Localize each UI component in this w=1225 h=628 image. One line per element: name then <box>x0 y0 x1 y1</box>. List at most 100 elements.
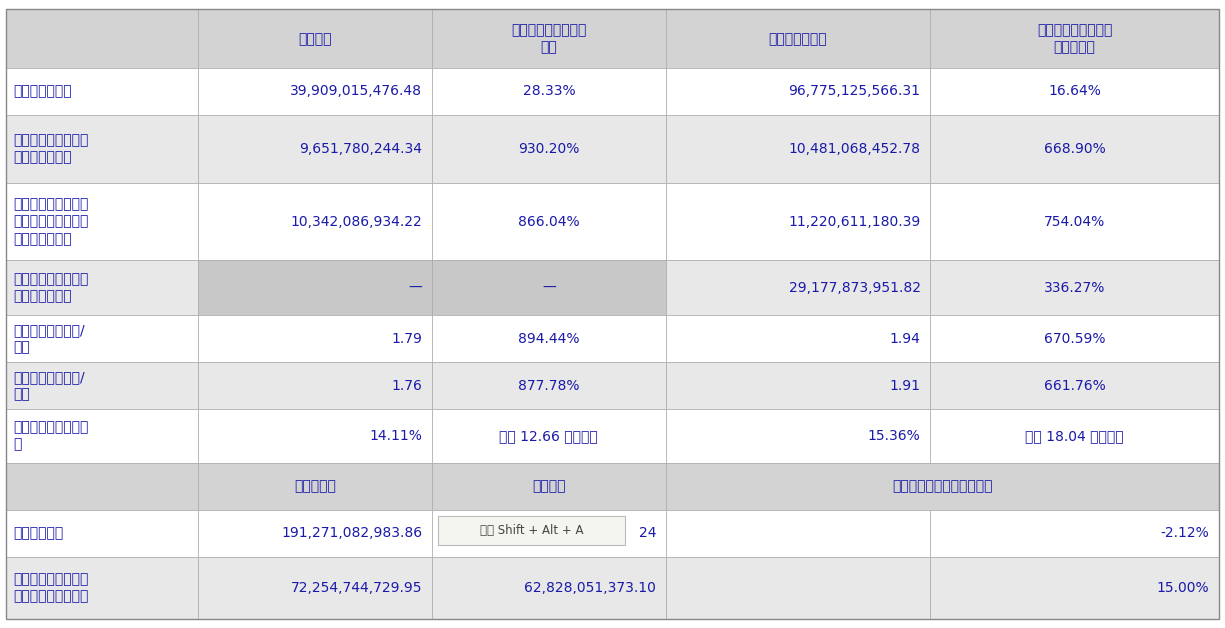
Bar <box>930 315 1219 362</box>
Bar <box>197 315 431 362</box>
Text: 1.91: 1.91 <box>889 379 920 392</box>
Bar <box>930 260 1219 315</box>
Text: 191,271,082,983.86: 191,271,082,983.86 <box>281 526 423 540</box>
Bar <box>666 463 1219 510</box>
Text: 668.90%: 668.90% <box>1044 142 1105 156</box>
Bar <box>431 510 666 557</box>
Bar <box>6 315 197 362</box>
Bar <box>930 183 1219 260</box>
Bar <box>666 315 930 362</box>
Bar <box>431 68 666 115</box>
Text: 加权平均净资产收益
率: 加权平均净资产收益 率 <box>13 420 88 452</box>
Bar <box>666 557 930 619</box>
Bar <box>431 362 666 409</box>
Text: 稀释每股收益（元/
股）: 稀释每股收益（元/ 股） <box>13 370 85 401</box>
Bar <box>930 362 1219 409</box>
Bar <box>930 115 1219 183</box>
Bar <box>930 409 1219 463</box>
Text: 894.44%: 894.44% <box>518 332 579 346</box>
Text: 96,775,125,566.31: 96,775,125,566.31 <box>789 84 920 99</box>
Bar <box>197 362 431 409</box>
Text: 基本每股收益（元/
股）: 基本每股收益（元/ 股） <box>13 323 85 354</box>
Text: 29,177,873,951.82: 29,177,873,951.82 <box>789 281 920 295</box>
Text: 年初至报告期末比上
年同期增减: 年初至报告期末比上 年同期增减 <box>1036 23 1112 55</box>
Bar <box>431 115 666 183</box>
Bar <box>431 260 666 315</box>
Bar <box>6 362 197 409</box>
Bar <box>197 260 431 315</box>
Text: 归属于上市公司股东
的扣除非经常性损益
的净利润（元）: 归属于上市公司股东 的扣除非经常性损益 的净利润（元） <box>13 197 88 246</box>
Text: 经营活动产生的现金
流量净额（元）: 经营活动产生的现金 流量净额（元） <box>13 272 88 303</box>
Text: 72,254,744,729.95: 72,254,744,729.95 <box>290 581 423 595</box>
Text: 1.76: 1.76 <box>391 379 423 392</box>
Bar <box>431 557 666 619</box>
Text: —: — <box>541 281 556 295</box>
Text: 24: 24 <box>638 526 657 540</box>
Bar <box>431 315 666 362</box>
Text: —: — <box>408 281 423 295</box>
Text: 336.27%: 336.27% <box>1044 281 1105 295</box>
Bar <box>930 9 1219 68</box>
Bar <box>6 260 197 315</box>
Bar <box>197 409 431 463</box>
Bar <box>930 68 1219 115</box>
Text: 28.33%: 28.33% <box>523 84 576 99</box>
Text: 本报告期末: 本报告期末 <box>294 479 336 494</box>
Text: 归属于上市公司股东
的净利润（元）: 归属于上市公司股东 的净利润（元） <box>13 133 88 165</box>
Text: 62,828,051,373.10: 62,828,051,373.10 <box>524 581 657 595</box>
Text: 14.11%: 14.11% <box>369 429 423 443</box>
Bar <box>197 115 431 183</box>
Text: 截图 Shift + Alt + A: 截图 Shift + Alt + A <box>480 524 583 536</box>
Bar <box>6 115 197 183</box>
Text: 15.00%: 15.00% <box>1156 581 1209 595</box>
Text: 661.76%: 661.76% <box>1044 379 1105 392</box>
Text: 本报告期末比上年度末增减: 本报告期末比上年度末增减 <box>892 479 992 494</box>
Bar <box>431 183 666 260</box>
Text: 930.20%: 930.20% <box>518 142 579 156</box>
Text: 877.78%: 877.78% <box>518 379 579 392</box>
Bar <box>197 183 431 260</box>
Text: 39,909,015,476.48: 39,909,015,476.48 <box>290 84 423 99</box>
Bar <box>930 557 1219 619</box>
Text: 15.36%: 15.36% <box>867 429 920 443</box>
Bar <box>197 557 431 619</box>
Bar <box>431 409 666 463</box>
Text: 上年度末: 上年度末 <box>532 479 566 494</box>
Bar <box>666 115 930 183</box>
Text: 866.04%: 866.04% <box>518 215 579 229</box>
Bar <box>6 9 197 68</box>
Text: 10,481,068,452.78: 10,481,068,452.78 <box>789 142 920 156</box>
Text: 营业收入（元）: 营业收入（元） <box>13 84 72 99</box>
Bar <box>431 9 666 68</box>
Bar <box>666 9 930 68</box>
Bar <box>6 409 197 463</box>
Text: 上升 12.66 个百分点: 上升 12.66 个百分点 <box>500 429 598 443</box>
Bar <box>6 463 197 510</box>
Text: 670.59%: 670.59% <box>1044 332 1105 346</box>
Text: 1.79: 1.79 <box>391 332 423 346</box>
Text: 本报告期: 本报告期 <box>298 31 332 46</box>
Text: 上升 18.04 个百分点: 上升 18.04 个百分点 <box>1025 429 1123 443</box>
Text: 754.04%: 754.04% <box>1044 215 1105 229</box>
Bar <box>6 557 197 619</box>
Bar <box>6 68 197 115</box>
Bar <box>6 183 197 260</box>
Text: -2.12%: -2.12% <box>1160 526 1209 540</box>
Text: 总资产（元）: 总资产（元） <box>13 526 64 540</box>
Bar <box>666 260 930 315</box>
Bar <box>666 362 930 409</box>
Bar <box>930 510 1219 557</box>
Bar <box>197 463 431 510</box>
Text: 年初至报告期末: 年初至报告期末 <box>769 31 827 46</box>
Bar <box>437 516 625 544</box>
Text: 9,651,780,244.34: 9,651,780,244.34 <box>299 142 423 156</box>
Text: 11,220,611,180.39: 11,220,611,180.39 <box>789 215 920 229</box>
Bar <box>666 510 930 557</box>
Text: 16.64%: 16.64% <box>1049 84 1101 99</box>
Bar <box>6 510 197 557</box>
Bar <box>197 68 431 115</box>
Text: 10,342,086,934.22: 10,342,086,934.22 <box>290 215 423 229</box>
Text: 归属于上市公司股东
的所有者权益（元）: 归属于上市公司股东 的所有者权益（元） <box>13 572 88 604</box>
Text: 本报告期比上年同期
增减: 本报告期比上年同期 增减 <box>511 23 587 55</box>
Bar <box>666 409 930 463</box>
